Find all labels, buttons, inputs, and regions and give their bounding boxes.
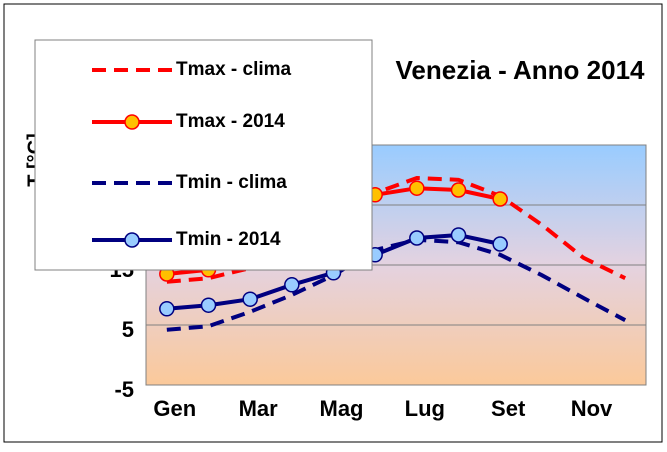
x-tick-label: Mag [320, 396, 364, 421]
x-tick-label: Nov [571, 396, 613, 421]
data-point [450, 182, 467, 198]
x-tick-label: Set [491, 396, 526, 421]
data-point [284, 277, 300, 293]
legend-label: Tmin - clima [176, 172, 287, 193]
y-tick-label: 5 [122, 317, 134, 342]
legend: Tmax - clima Tmax - 2014 Tmin - clima Tmin … [34, 39, 373, 271]
data-point [159, 301, 175, 317]
data-point [242, 291, 258, 307]
legend-label: Tmin - 2014 [176, 229, 281, 250]
legend-box [34, 39, 373, 271]
data-point [450, 227, 467, 243]
y-tick-label: -5 [114, 377, 134, 402]
legend-marker [124, 114, 140, 130]
x-tick-label: Mar [239, 396, 279, 421]
data-point [200, 297, 217, 313]
chart-title: Venezia - Anno 2014 [395, 55, 645, 85]
legend-label: Tmax - 2014 [176, 111, 285, 132]
legend-marker [124, 232, 140, 248]
data-point [409, 180, 425, 196]
x-tick-label: Gen [153, 396, 196, 421]
x-tick-label: Lug [405, 396, 445, 421]
legend-label: Tmax - clima [176, 59, 292, 80]
data-point [492, 191, 508, 207]
data-point [492, 236, 508, 252]
data-point [409, 230, 425, 246]
